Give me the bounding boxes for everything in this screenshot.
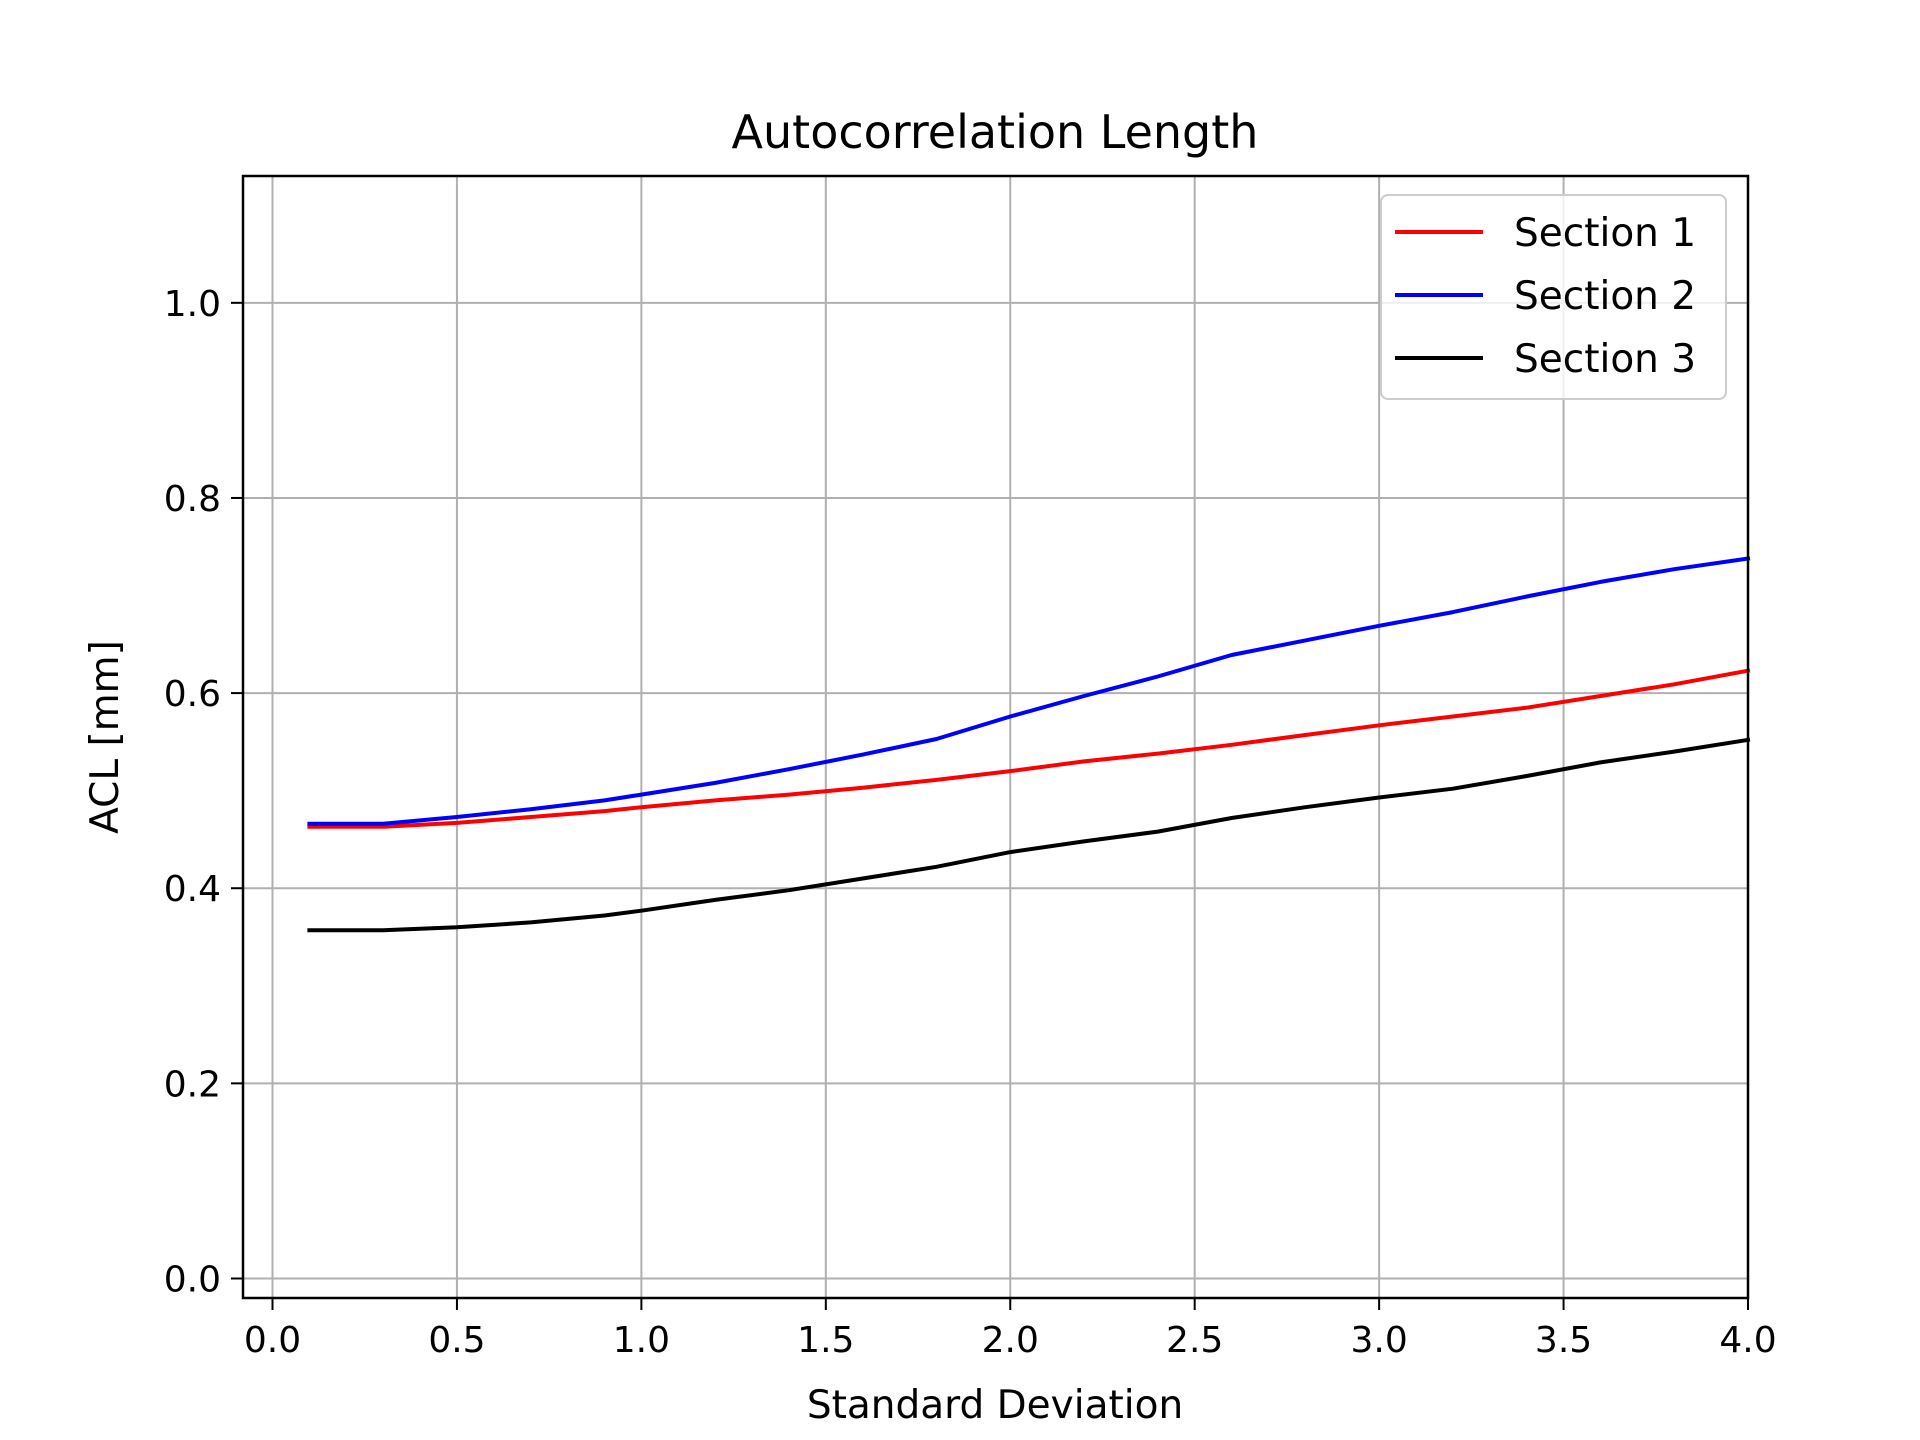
y-tick-label: 0.4 <box>164 869 221 910</box>
x-tick-label: 3.0 <box>1350 1320 1407 1361</box>
x-tick-label: 0.5 <box>428 1320 485 1361</box>
legend-label-2: Section 2 <box>1514 274 1696 319</box>
series-line-2 <box>307 556 1751 826</box>
grid <box>243 176 1749 1298</box>
x-tick-label: 0.0 <box>244 1320 301 1361</box>
legend: Section 1 Section 2 Section 3 <box>1380 194 1727 400</box>
y-tick-label: 1.0 <box>164 284 221 325</box>
chart-title: Autocorrelation Length <box>732 105 1259 159</box>
x-tick-label: 1.0 <box>613 1320 670 1361</box>
series-line-1 <box>307 668 1751 829</box>
y-tick-label: 0.8 <box>164 479 221 520</box>
series-line-3 <box>307 737 1751 933</box>
axis-ticks: 0.0 0.5 1.0 1.5 2.0 2.5 3.0 3.5 4.0 0.0 0.2 0.4 0.6 0… <box>164 284 1777 1361</box>
legend-label-1: Section 1 <box>1514 211 1696 256</box>
y-tick-label: 0.6 <box>164 674 221 715</box>
y-tick-label: 0.2 <box>164 1064 221 1105</box>
plot-frame <box>241 174 1750 1300</box>
y-tick-label: 0.0 <box>164 1259 221 1300</box>
x-tick-label: 1.5 <box>797 1320 854 1361</box>
x-tick-label: 3.5 <box>1535 1320 1592 1361</box>
x-tick-label: 4.0 <box>1719 1320 1776 1361</box>
legend-box <box>1380 194 1727 400</box>
legend-label-3: Section 3 <box>1514 337 1696 382</box>
x-tick-label: 2.5 <box>1166 1320 1223 1361</box>
x-axis-label: Standard Deviation <box>807 1383 1183 1428</box>
x-tick-label: 2.0 <box>982 1320 1039 1361</box>
series-lines <box>307 556 1751 933</box>
y-axis-label: ACL [mm] <box>83 640 128 834</box>
